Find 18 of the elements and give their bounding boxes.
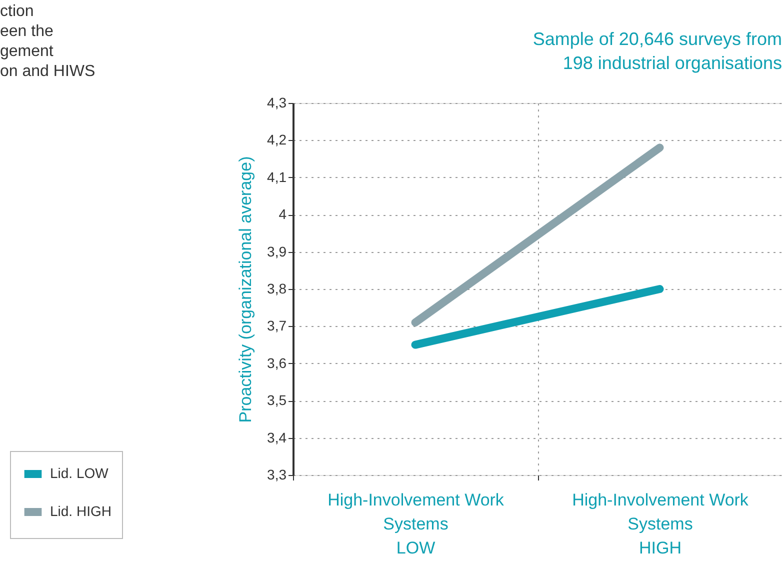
y-tick-label: 3,5 xyxy=(267,392,287,408)
legend-label: Lid. HIGH xyxy=(50,503,112,519)
y-tick-label: 3,6 xyxy=(267,354,287,371)
y-tick-label: 4,1 xyxy=(267,168,287,185)
y-tick-label: 3,8 xyxy=(267,280,287,296)
chart-title: Sample of 20,646 surveys from 198 industrial organisations xyxy=(532,29,782,73)
y-tick-label: 3,7 xyxy=(267,318,287,334)
y-tick-label: 3,9 xyxy=(267,243,287,260)
y-tick-label: 3,3 xyxy=(267,466,287,482)
text: ction een the gement on and HIWS xyxy=(0,3,96,80)
y-tick-label: 4,3 xyxy=(267,94,287,110)
y-tick-label: 4 xyxy=(278,206,287,222)
x-tick-label: High-Involvement Work Systems HIGH xyxy=(572,490,749,558)
y-tick-label: 4,2 xyxy=(267,132,287,148)
y-tick-label: 3,4 xyxy=(267,429,287,446)
y-axis-title: Proactivity (organizational average) xyxy=(236,156,256,423)
x-tick-label: High-Involvement Work Systems LOW xyxy=(328,490,504,558)
legend-label: Lid. LOW xyxy=(50,465,110,481)
